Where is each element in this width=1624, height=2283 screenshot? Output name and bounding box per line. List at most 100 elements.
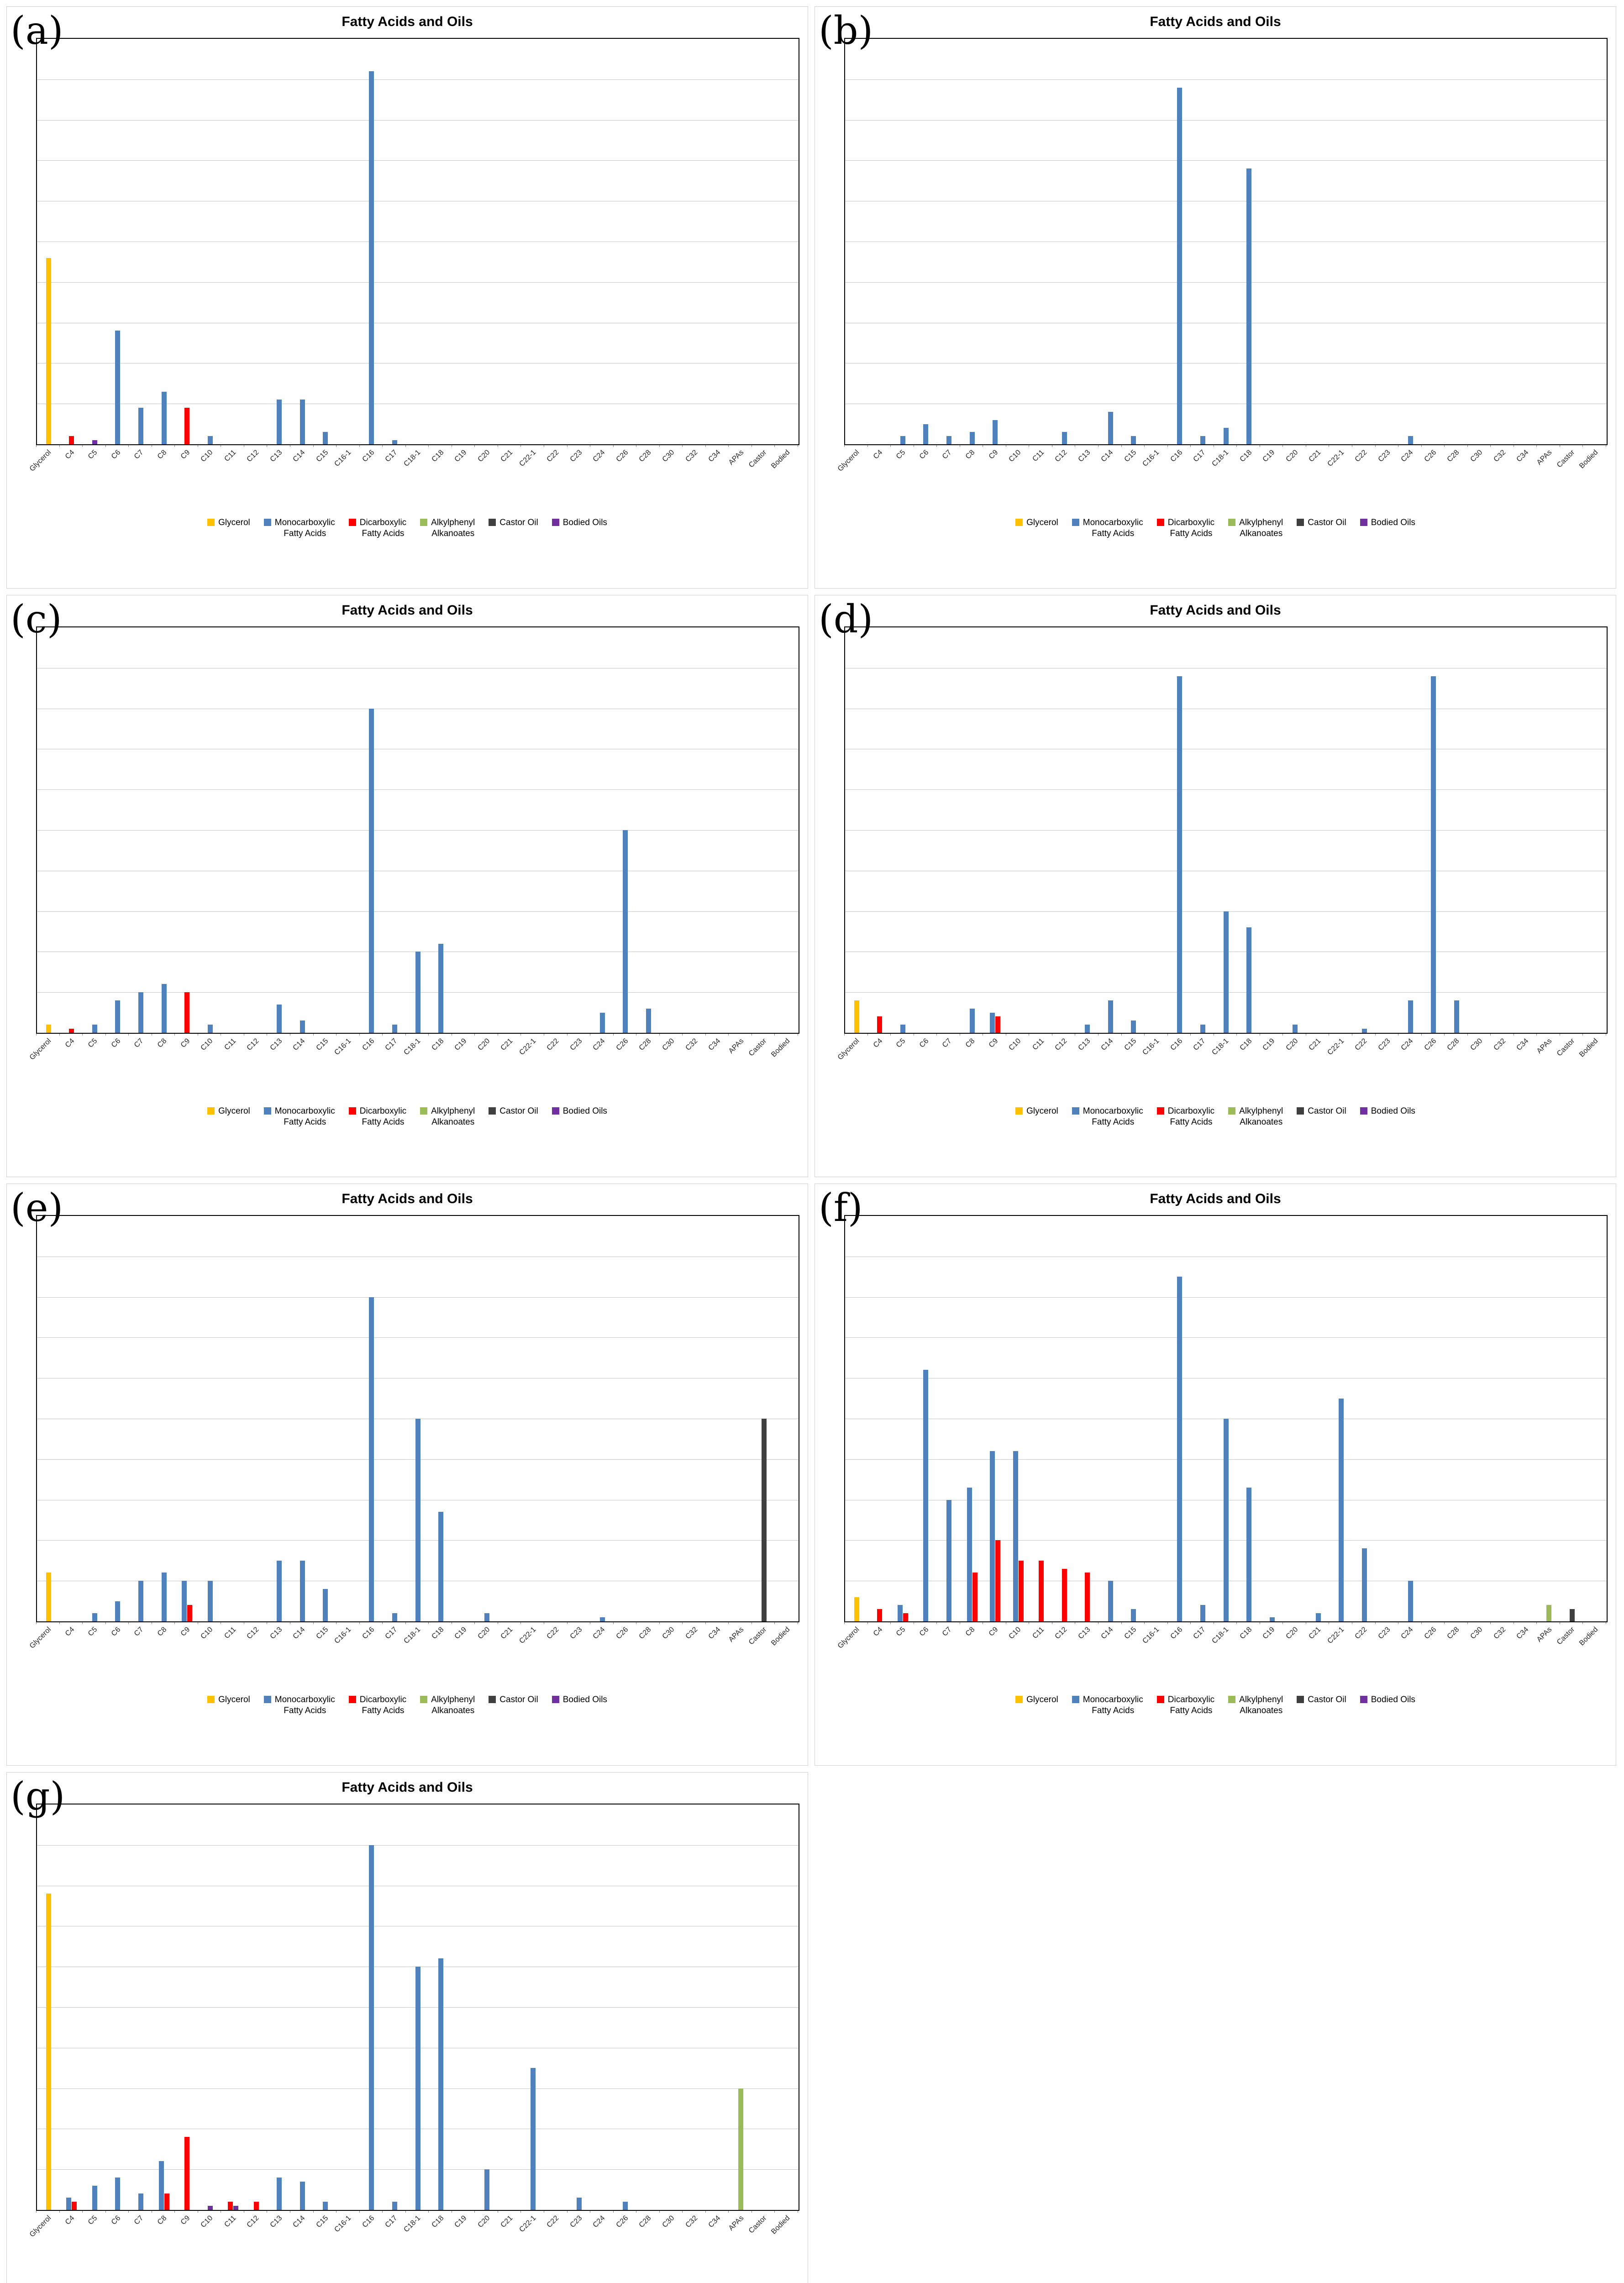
x-tick-label: C21 bbox=[1307, 448, 1323, 464]
legend-label-di: Dicarboxylic Fatty Acids bbox=[359, 518, 407, 538]
axis-tick bbox=[405, 2210, 406, 2213]
axis-tick bbox=[382, 444, 383, 447]
chart-panel-f: (f) Fatty Acids and Oils Glycerol C4 C5 C6 C7 C… bbox=[815, 1184, 1616, 1766]
x-tick-label: C30 bbox=[1469, 448, 1484, 464]
x-tick-label: C10 bbox=[199, 1625, 215, 1641]
x-tick-label: C6 bbox=[918, 448, 930, 461]
x-tick-label: APAs bbox=[1535, 1625, 1553, 1644]
x-tick-label: C6 bbox=[110, 1625, 122, 1638]
x-tick-label: C13 bbox=[268, 448, 284, 464]
axis-tick bbox=[1467, 1621, 1468, 1624]
axis-tick bbox=[1236, 1033, 1237, 1036]
x-tick-label: C11 bbox=[222, 2214, 237, 2229]
axis-tick bbox=[128, 1621, 129, 1624]
x-tick-label: C23 bbox=[568, 2214, 584, 2230]
axis-tick bbox=[1236, 1621, 1237, 1624]
x-tick-label: C24 bbox=[1399, 448, 1415, 464]
legend-swatch-di bbox=[348, 1107, 356, 1115]
x-tick-label: C7 bbox=[133, 1625, 145, 1638]
x-tick-label: C16 bbox=[361, 448, 376, 464]
bar-mono-C5 bbox=[900, 436, 905, 444]
bar-mono-C28 bbox=[646, 1008, 651, 1033]
legend-item-mono: Monocarboxylic Fatty Acids bbox=[1072, 517, 1143, 539]
legend-swatch-di bbox=[348, 1696, 356, 1703]
x-tick-label: C26 bbox=[615, 1037, 630, 1052]
legend-label-glycerol: Glycerol bbox=[1026, 518, 1058, 527]
gridline bbox=[845, 79, 1607, 80]
bar-di-C9 bbox=[187, 1605, 193, 1621]
x-tick-label: C30 bbox=[1469, 1625, 1484, 1641]
x-tick-label: C18 bbox=[430, 1625, 445, 1641]
x-tick-label: C9 bbox=[987, 1037, 999, 1049]
legend-swatch-mono bbox=[263, 1107, 271, 1115]
bar-mono-C6 bbox=[115, 2177, 121, 2210]
legend-item-apa: Alkylphenyl Alkanoates bbox=[1228, 1106, 1283, 1128]
legend-label-bodied: Bodied Oils bbox=[562, 1695, 607, 1704]
plot-area bbox=[36, 1804, 799, 2211]
legend-swatch-bodied bbox=[1360, 1107, 1367, 1115]
legend: Glycerol Monocarboxylic Fatty Acids Dicarbo… bbox=[7, 517, 808, 539]
legend: Glycerol Monocarboxylic Fatty Acids Dicarbo… bbox=[815, 1106, 1616, 1128]
bar-mono-C19 bbox=[1269, 1617, 1275, 1621]
legend-item-castor: Castor Oil bbox=[1297, 1106, 1346, 1117]
x-tick-label: C5 bbox=[87, 2214, 99, 2226]
x-tick-label: C24 bbox=[591, 2214, 607, 2230]
bar-mono-C9 bbox=[993, 420, 998, 444]
bar-mono-C17 bbox=[1200, 436, 1205, 444]
gridline bbox=[37, 830, 799, 831]
x-tick-label: Castor bbox=[747, 1625, 768, 1646]
bar-mono-C8 bbox=[158, 2161, 164, 2210]
x-tick-label: C20 bbox=[476, 1037, 491, 1052]
axis-tick bbox=[567, 1621, 568, 1624]
bar-mono-C6 bbox=[115, 1000, 121, 1033]
bar-mono-C26 bbox=[1431, 676, 1436, 1033]
legend-label-glycerol: Glycerol bbox=[218, 1695, 250, 1704]
legend-swatch-bodied bbox=[552, 1107, 559, 1115]
bar-mono-C24 bbox=[599, 1012, 605, 1033]
x-tick-label: C7 bbox=[133, 1037, 145, 1049]
axis-tick bbox=[659, 2210, 660, 2213]
legend-item-bodied: Bodied Oils bbox=[552, 1106, 607, 1117]
axis-tick bbox=[313, 2210, 314, 2213]
x-tick-label: C18 bbox=[430, 448, 445, 464]
axis-tick bbox=[728, 1621, 729, 1624]
bar-mono-C18-1 bbox=[415, 952, 420, 1033]
axis-tick bbox=[1121, 1033, 1122, 1036]
chart-panel-d: (d) Fatty Acids and Oils Glycerol C4 C5 C6 C7 C… bbox=[815, 595, 1616, 1177]
gridline bbox=[37, 120, 799, 121]
legend-label-mono: Monocarboxylic Fatty Acids bbox=[274, 1106, 335, 1127]
bar-mono-C9 bbox=[182, 1581, 187, 1621]
x-tick-label: C12 bbox=[1053, 448, 1069, 464]
x-tick-label: C23 bbox=[1377, 1037, 1392, 1052]
x-tick-label: C20 bbox=[476, 448, 491, 464]
x-tick-label: Glycerol bbox=[28, 2214, 53, 2239]
x-tick-label: C4 bbox=[872, 448, 884, 461]
plot-area bbox=[844, 1215, 1608, 1622]
bar-mono-C10 bbox=[207, 436, 213, 444]
x-tick-label: C12 bbox=[1053, 1625, 1069, 1641]
x-tick-label: C14 bbox=[291, 448, 307, 464]
bar-apa-APAs bbox=[1546, 1605, 1552, 1621]
legend-swatch-glycerol bbox=[1015, 519, 1023, 526]
x-tick-label: C9 bbox=[179, 1625, 191, 1638]
axis-tick bbox=[105, 1033, 106, 1036]
bar-mono-C16 bbox=[369, 71, 374, 444]
x-tick-label: Castor bbox=[747, 2214, 768, 2235]
legend: Glycerol Monocarboxylic Fatty Acids Dicarbo… bbox=[7, 1106, 808, 1128]
bar-mono-C7 bbox=[138, 992, 143, 1033]
x-tick-label: C22-1 bbox=[1326, 1037, 1346, 1057]
legend-swatch-glycerol bbox=[207, 1107, 215, 1115]
x-tick-label: Bodied bbox=[1577, 448, 1600, 470]
legend-item-glycerol: Glycerol bbox=[207, 1694, 250, 1705]
bar-mono-C16 bbox=[1177, 87, 1183, 444]
legend-label-di: Dicarboxylic Fatty Acids bbox=[359, 1695, 407, 1715]
x-tick-label: C17 bbox=[1192, 1037, 1207, 1052]
legend-item-castor: Castor Oil bbox=[489, 1106, 538, 1117]
bar-di-C9 bbox=[184, 992, 190, 1033]
bar-mono-C17 bbox=[1200, 1605, 1205, 1621]
axis-tick bbox=[82, 1621, 83, 1624]
axis-tick bbox=[567, 2210, 568, 2213]
x-tick-label: Castor bbox=[1556, 1625, 1577, 1646]
x-tick-label: APAs bbox=[1535, 1037, 1553, 1055]
x-tick-label: C26 bbox=[1423, 448, 1438, 464]
